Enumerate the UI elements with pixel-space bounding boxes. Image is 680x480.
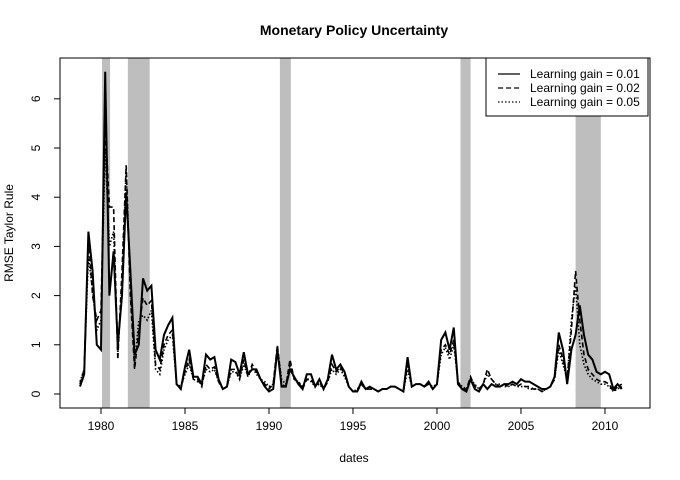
shaded-region bbox=[279, 58, 291, 408]
y-tick-label: 4 bbox=[29, 194, 43, 201]
legend-label: Learning gain = 0.01 bbox=[530, 67, 640, 81]
y-axis-label: RMSE Taylor Rule bbox=[2, 184, 16, 282]
legend-label: Learning gain = 0.05 bbox=[530, 95, 640, 109]
y-tick-label: 5 bbox=[29, 144, 43, 151]
x-tick-label: 1985 bbox=[172, 419, 199, 433]
legend-box bbox=[485, 57, 649, 117]
y-tick-label: 0 bbox=[29, 390, 43, 397]
series-line bbox=[79, 123, 623, 393]
x-tick-label: 2000 bbox=[424, 419, 451, 433]
shaded-region bbox=[460, 58, 471, 408]
y-tick-label: 1 bbox=[29, 341, 43, 348]
x-axis-label: dates bbox=[339, 451, 368, 465]
y-tick-label: 6 bbox=[29, 95, 43, 102]
x-tick-label: 1990 bbox=[256, 419, 283, 433]
y-tick-label: 2 bbox=[29, 292, 43, 299]
chart-title: Monetary Policy Uncertainty bbox=[260, 22, 448, 38]
series-line bbox=[79, 71, 623, 394]
shaded-region bbox=[127, 58, 150, 408]
shaded-region bbox=[101, 58, 111, 408]
x-tick-label: 1980 bbox=[88, 419, 115, 433]
plot-frame bbox=[59, 57, 651, 409]
x-tick-label: 2005 bbox=[508, 419, 535, 433]
legend-label: Learning gain = 0.02 bbox=[530, 81, 640, 95]
series-line bbox=[79, 147, 623, 393]
x-tick-label: 1995 bbox=[340, 419, 367, 433]
x-tick-label: 2010 bbox=[592, 419, 619, 433]
y-tick-label: 3 bbox=[29, 243, 43, 250]
